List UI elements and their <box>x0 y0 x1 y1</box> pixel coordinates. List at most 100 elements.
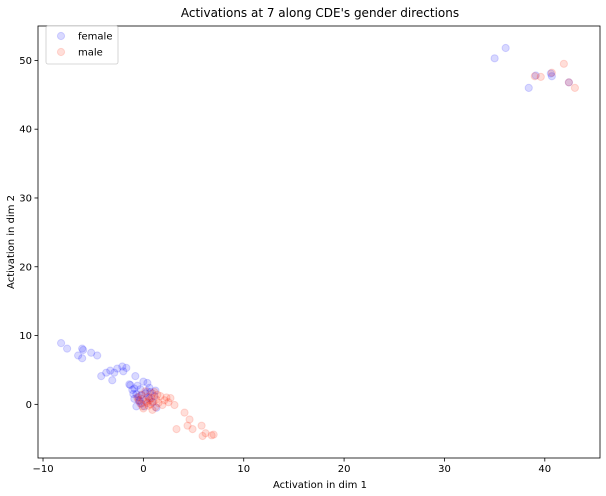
point-female <box>143 387 152 396</box>
point-female <box>524 83 533 93</box>
point-female <box>63 344 72 353</box>
point-male <box>559 59 568 68</box>
legend: female male <box>45 25 119 65</box>
point-female <box>137 399 146 408</box>
plot-frame <box>37 25 601 459</box>
point-male <box>164 398 173 407</box>
point-female <box>564 78 573 87</box>
point-female <box>141 389 150 398</box>
point-male <box>144 392 153 401</box>
point-female <box>108 376 117 385</box>
point-female <box>501 43 510 53</box>
point-male <box>153 390 162 399</box>
point-male <box>139 404 148 413</box>
point-male <box>143 398 152 408</box>
point-male <box>570 83 580 93</box>
point-female <box>151 386 160 395</box>
point-female <box>152 403 161 412</box>
point-male <box>209 430 218 439</box>
point-female <box>110 368 119 377</box>
point-male <box>137 390 146 399</box>
point-female <box>132 402 141 411</box>
y-tick-label: 20 <box>19 262 32 273</box>
point-female <box>135 397 144 406</box>
point-male <box>145 396 154 405</box>
x-axis: −10 0 10 20 30 40 <box>32 458 551 475</box>
y-tick-label: 40 <box>19 125 32 136</box>
point-female <box>113 364 122 373</box>
point-female <box>102 368 111 377</box>
data-points <box>56 43 580 441</box>
point-female <box>97 372 106 381</box>
point-female <box>126 380 135 390</box>
x-tick-label: 20 <box>338 464 351 475</box>
point-female <box>531 71 540 80</box>
point-male <box>154 398 163 408</box>
point-female <box>490 54 499 63</box>
point-male <box>158 400 167 410</box>
point-male <box>148 389 157 398</box>
x-tick-label: 10 <box>237 464 250 475</box>
point-female <box>119 367 128 376</box>
point-male <box>142 397 151 406</box>
point-female <box>93 351 102 360</box>
point-male <box>156 391 165 401</box>
point-female <box>78 344 87 353</box>
legend-marker-female <box>56 31 66 41</box>
point-female <box>146 387 155 397</box>
point-male <box>201 429 210 438</box>
point-male <box>141 387 150 396</box>
point-male <box>134 396 143 405</box>
point-female <box>130 384 139 393</box>
point-male <box>151 402 160 412</box>
point-male <box>536 72 545 82</box>
point-female <box>148 398 157 407</box>
point-male <box>198 431 207 441</box>
point-female <box>150 391 159 401</box>
point-male <box>147 394 156 403</box>
point-male <box>133 393 142 402</box>
point-female <box>125 380 134 389</box>
point-male <box>170 400 179 410</box>
point-male <box>197 421 206 430</box>
point-female <box>140 402 149 411</box>
point-male <box>530 72 539 81</box>
x-tick-label: 40 <box>538 464 551 475</box>
point-male <box>149 397 158 406</box>
point-male <box>180 408 189 417</box>
point-female <box>134 392 143 401</box>
point-male <box>183 421 192 430</box>
point-female <box>118 362 127 371</box>
point-male <box>138 394 147 403</box>
y-tick-label: 0 <box>26 400 32 411</box>
point-female <box>143 378 152 388</box>
point-male <box>185 415 194 424</box>
point-male <box>188 425 197 434</box>
point-male <box>138 402 147 411</box>
point-female <box>130 394 139 403</box>
point-male <box>207 431 216 440</box>
point-male <box>144 401 153 410</box>
x-tick-label: 30 <box>438 464 451 475</box>
y-tick-label: 30 <box>19 193 32 204</box>
y-axis: 0 10 20 30 40 50 <box>19 56 38 411</box>
y-tick-label: 10 <box>19 331 32 342</box>
point-female <box>78 354 87 363</box>
point-male <box>547 68 556 77</box>
x-tick-label: 0 <box>140 464 146 475</box>
point-female <box>136 385 145 394</box>
point-female <box>137 391 146 400</box>
chart-title: Activations at 7 along CDE's gender dire… <box>181 6 459 20</box>
point-male <box>166 394 175 403</box>
point-female <box>547 72 556 81</box>
point-male <box>172 425 181 434</box>
point-male <box>152 395 161 404</box>
point-female <box>74 351 83 360</box>
point-female <box>142 394 151 403</box>
point-female <box>87 348 96 357</box>
x-tick-label: −10 <box>32 464 53 475</box>
point-female <box>139 377 148 386</box>
point-male <box>150 387 159 397</box>
